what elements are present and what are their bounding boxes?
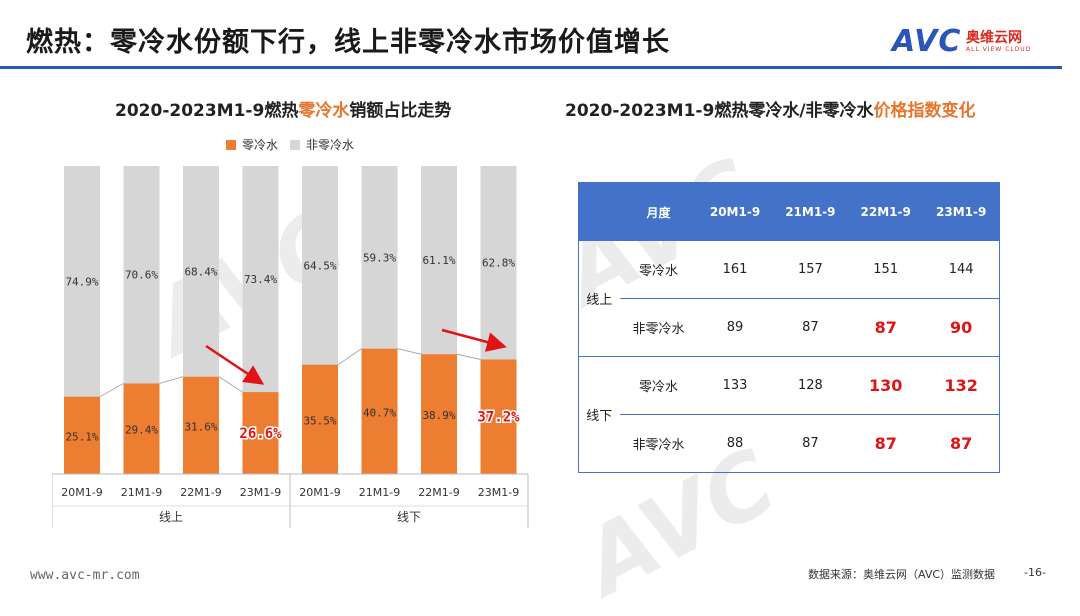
table-cell: 128 <box>772 356 849 415</box>
table-header-corner <box>578 182 620 241</box>
bar-non-zero-cold <box>421 166 457 355</box>
logo-en: ALL VIEW CLOUD <box>966 46 1032 53</box>
data-label-zero-cold: 26.6% <box>239 426 282 442</box>
data-source: 数据来源：奥维云网（AVC）监测数据 <box>808 568 996 581</box>
table-cell: 161 <box>722 262 748 277</box>
table-header-row: 月度 20M1-9 21M1-9 22M1-9 23M1-9 <box>578 182 1000 241</box>
table-header-cell: 20M1-9 <box>697 182 773 241</box>
table-row: 线下 零冷水 133 128 130 132 <box>578 356 1000 473</box>
legend-label-zero-cold: 零冷水 <box>242 138 279 152</box>
bar-zero-cold <box>361 348 398 474</box>
bar-non-zero-cold <box>480 166 517 360</box>
table-row: 非零冷水 89 87 87 90 <box>579 298 1000 357</box>
table-row-label: 非零冷水 <box>619 414 698 473</box>
data-label-zero-cold: 35.5% <box>303 414 336 427</box>
series-connector <box>337 348 481 365</box>
table-cell: 130 <box>848 356 924 415</box>
group-label: 线上 <box>159 510 183 524</box>
table-row-label: 零冷水 <box>619 356 698 415</box>
x-tick-label: 23M1-9 <box>478 486 519 499</box>
table-group-label: 线下 <box>578 356 620 473</box>
data-label-zero-cold: 38.9% <box>422 409 455 422</box>
table-cell: 87 <box>772 414 849 473</box>
series-connector <box>99 376 243 398</box>
table-cell: 87 <box>772 298 849 357</box>
legend-swatch-zero-cold <box>226 139 236 150</box>
table-row: 线上 零冷水 161 157 151 144 <box>579 241 1000 308</box>
bar-non-zero-cold <box>64 166 100 397</box>
logo-mark: AVC <box>892 24 962 59</box>
data-label-zero-cold: 29.4% <box>125 424 158 437</box>
table-cell: 87 <box>923 414 1000 473</box>
x-tick-label: 21M1-9 <box>121 486 162 499</box>
bar-zero-cold <box>183 376 219 474</box>
data-label-non-zero-cold: 64.5% <box>303 259 336 272</box>
x-tick-label: 23M1-9 <box>240 486 281 499</box>
page-title: 燃热：零冷水份额下行，线上非零冷水市场价值增长 <box>26 27 670 58</box>
bar-non-zero-cold <box>183 166 219 377</box>
legend-swatch-non-zero-cold <box>290 139 301 150</box>
table-cell: 89 <box>697 298 773 357</box>
table-row-label: 零冷水 <box>638 264 678 279</box>
bar-zero-cold <box>302 364 338 474</box>
stacked-bar-chart: 25.1% 74.9% 20M1-9 29.4% 70.6% 21M1-9 31.6% 68.… <box>52 166 529 528</box>
data-label-non-zero-cold: 70.6% <box>125 269 158 282</box>
x-tick-label: 20M1-9 <box>61 486 102 499</box>
data-label-zero-cold: 40.7% <box>363 406 396 419</box>
data-label-non-zero-cold: 61.1% <box>422 254 455 267</box>
data-label-non-zero-cold: 74.9% <box>65 275 98 288</box>
trend-arrow <box>205 344 265 385</box>
right-table-title: 2020-2023M1-9燃热零冷水/非零冷水价格指数变化 <box>565 101 976 121</box>
table-cell: 132 <box>923 356 1000 415</box>
data-label-zero-cold: 31.6% <box>184 420 217 433</box>
bar-zero-cold <box>421 354 457 474</box>
x-tick-label: 22M1-9 <box>180 486 221 499</box>
table-header-cell: 月度 <box>619 182 698 241</box>
data-label-zero-cold: 37.2% <box>477 410 520 426</box>
table-header-cell: 23M1-9 <box>923 182 1000 241</box>
group-label: 线下 <box>397 510 421 524</box>
bar-non-zero-cold <box>123 166 160 384</box>
table-cell: 88 <box>697 414 773 473</box>
table-cell: 90 <box>923 298 1000 357</box>
left-chart-title: 2020-2023M1-9燃热零冷水销额占比走势 <box>115 101 452 121</box>
table-cell: 87 <box>848 298 924 357</box>
table-header-cell: 22M1-9 <box>848 182 924 241</box>
bar-non-zero-cold <box>361 166 398 349</box>
table-header-cell: 21M1-9 <box>772 182 849 241</box>
price-index-table: 月度 20M1-9 21M1-9 22M1-9 23M1-9 线上 零冷水 161 1… <box>578 182 1000 473</box>
bar-zero-cold <box>242 392 279 474</box>
table-row: 非零冷水 88 87 87 87 <box>579 414 1000 473</box>
brand-logo: AVC 奥维云网 ALL VIEW CLOUD <box>892 24 1030 59</box>
data-label-non-zero-cold: 62.8% <box>482 257 515 270</box>
bar-zero-cold <box>123 383 160 474</box>
table-cell: 144 <box>948 262 974 277</box>
table-row-label: 非零冷水 <box>619 298 698 357</box>
x-tick-label: 22M1-9 <box>418 486 459 499</box>
table-cell: 87 <box>848 414 924 473</box>
x-tick-label: 21M1-9 <box>359 486 400 499</box>
data-label-non-zero-cold: 59.3% <box>363 251 396 264</box>
trend-arrow <box>441 328 507 352</box>
table-cell: 133 <box>697 356 773 415</box>
data-label-non-zero-cold: 68.4% <box>184 265 217 278</box>
bar-zero-cold <box>64 396 100 474</box>
data-label-non-zero-cold: 73.4% <box>244 273 277 286</box>
legend-label-non-zero-cold: 非零冷水 <box>306 138 355 152</box>
footer-url: www.avc-mr.com <box>30 568 140 583</box>
title-divider <box>0 66 1062 69</box>
table-cell: 157 <box>797 262 823 277</box>
bar-non-zero-cold <box>242 166 279 393</box>
bar-zero-cold <box>480 359 517 474</box>
page-number: -16- <box>1024 566 1046 579</box>
data-label-zero-cold: 25.1% <box>65 430 98 443</box>
table-cell: 151 <box>873 262 899 277</box>
chart-legend: 零冷水 非零冷水 <box>226 136 354 153</box>
logo-cn: 奥维云网 <box>966 30 1022 46</box>
x-tick-label: 20M1-9 <box>299 486 340 499</box>
bar-non-zero-cold <box>302 166 338 365</box>
table-group-label: 线上 <box>586 293 613 308</box>
